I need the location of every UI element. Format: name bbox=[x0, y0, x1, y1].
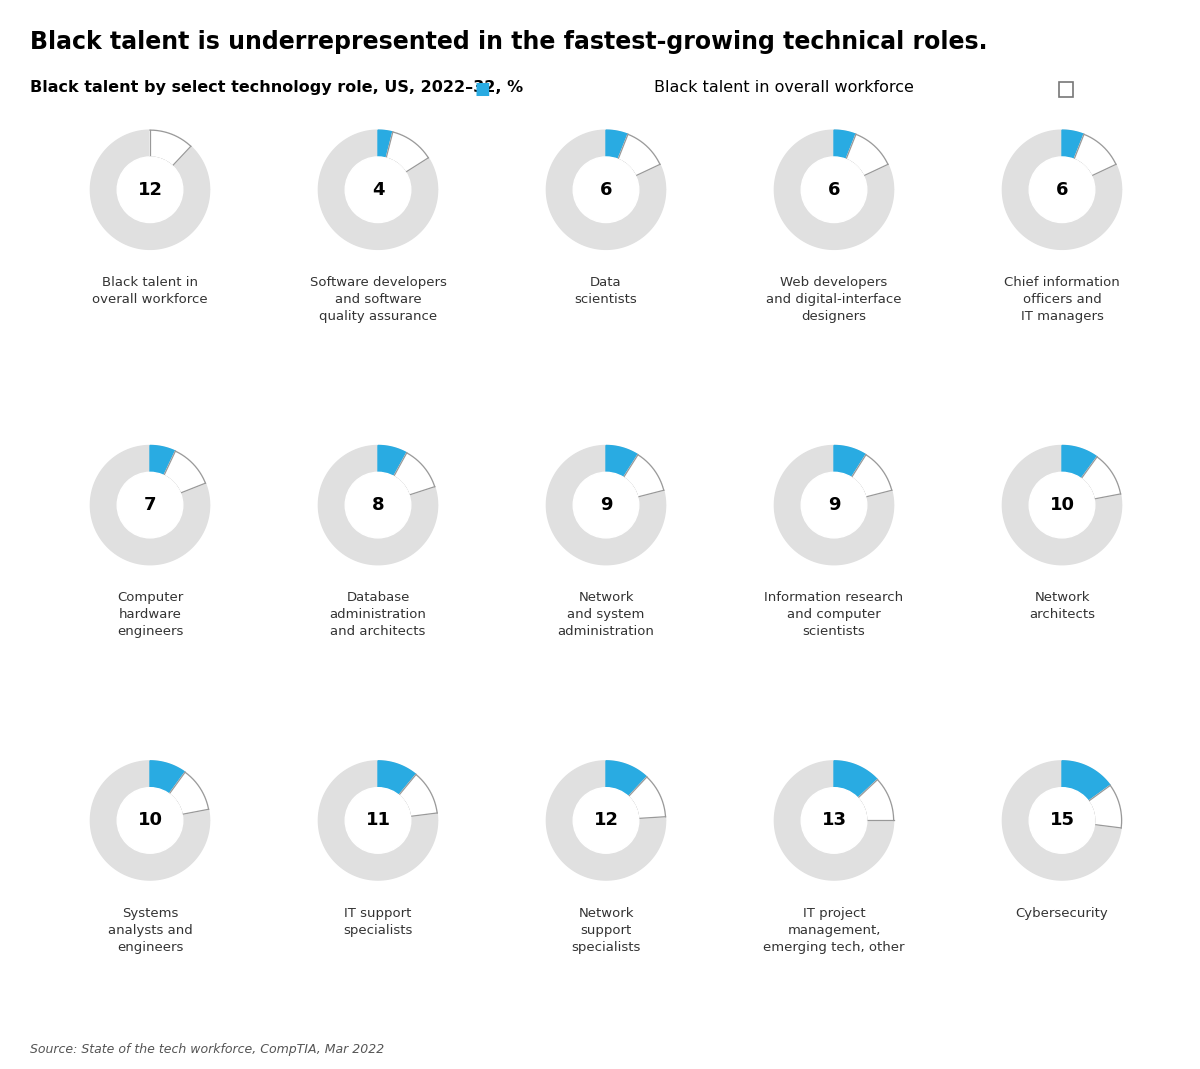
Text: 11: 11 bbox=[366, 811, 390, 830]
Text: Data
scientists: Data scientists bbox=[575, 276, 637, 306]
Polygon shape bbox=[834, 761, 877, 799]
Polygon shape bbox=[318, 446, 438, 564]
Polygon shape bbox=[834, 446, 866, 478]
Polygon shape bbox=[606, 446, 638, 478]
Circle shape bbox=[802, 157, 866, 222]
Polygon shape bbox=[1002, 446, 1122, 564]
Circle shape bbox=[346, 472, 410, 538]
Polygon shape bbox=[774, 761, 894, 880]
Text: Network
support
specialists: Network support specialists bbox=[571, 907, 641, 954]
Text: Computer
hardware
engineers: Computer hardware engineers bbox=[116, 591, 184, 638]
Polygon shape bbox=[1088, 786, 1122, 827]
Text: Black talent in
overall workforce: Black talent in overall workforce bbox=[92, 276, 208, 306]
Text: Chief information
officers and
IT managers: Chief information officers and IT manage… bbox=[1004, 276, 1120, 323]
Circle shape bbox=[346, 157, 410, 222]
Text: Systems
analysts and
engineers: Systems analysts and engineers bbox=[108, 907, 192, 954]
Circle shape bbox=[1030, 788, 1094, 853]
Circle shape bbox=[118, 157, 182, 222]
Text: 6: 6 bbox=[600, 181, 612, 199]
Circle shape bbox=[1030, 157, 1094, 222]
Text: 9: 9 bbox=[828, 496, 840, 514]
Polygon shape bbox=[546, 446, 666, 564]
Circle shape bbox=[574, 788, 638, 853]
Polygon shape bbox=[606, 130, 628, 159]
Polygon shape bbox=[318, 130, 438, 249]
Text: Information research
and computer
scientists: Information research and computer scient… bbox=[764, 591, 904, 638]
Polygon shape bbox=[1002, 761, 1122, 880]
Polygon shape bbox=[629, 777, 666, 819]
Polygon shape bbox=[90, 130, 210, 249]
Text: 7: 7 bbox=[144, 496, 156, 514]
Text: IT project
management,
emerging tech, other: IT project management, emerging tech, ot… bbox=[763, 907, 905, 954]
Text: Database
administration
and architects: Database administration and architects bbox=[330, 591, 426, 638]
Polygon shape bbox=[1074, 135, 1116, 175]
Polygon shape bbox=[378, 130, 392, 158]
Polygon shape bbox=[169, 772, 209, 815]
Polygon shape bbox=[1062, 761, 1110, 801]
Text: 12: 12 bbox=[138, 181, 162, 199]
Text: Cybersecurity: Cybersecurity bbox=[1015, 907, 1109, 919]
Text: 8: 8 bbox=[372, 496, 384, 514]
Text: 6: 6 bbox=[828, 181, 840, 199]
Text: 9: 9 bbox=[600, 496, 612, 514]
Text: 15: 15 bbox=[1050, 811, 1074, 830]
Text: Black talent in overall workforce: Black talent in overall workforce bbox=[654, 80, 914, 95]
Polygon shape bbox=[546, 130, 666, 249]
Text: IT support
specialists: IT support specialists bbox=[343, 907, 413, 936]
Text: Source: State of the tech workforce, CompTIA, Mar 2022: Source: State of the tech workforce, Com… bbox=[30, 1043, 384, 1056]
Polygon shape bbox=[1062, 130, 1084, 159]
Polygon shape bbox=[150, 446, 175, 476]
Polygon shape bbox=[164, 451, 205, 493]
Polygon shape bbox=[150, 130, 191, 166]
Text: 10: 10 bbox=[138, 811, 162, 830]
Polygon shape bbox=[834, 130, 856, 159]
Text: Black talent is underrepresented in the fastest-growing technical roles.: Black talent is underrepresented in the … bbox=[30, 30, 988, 53]
Circle shape bbox=[574, 157, 638, 222]
Polygon shape bbox=[1062, 446, 1097, 479]
Text: 13: 13 bbox=[822, 811, 846, 830]
Circle shape bbox=[802, 788, 866, 853]
Polygon shape bbox=[394, 453, 434, 495]
Polygon shape bbox=[846, 135, 888, 175]
Polygon shape bbox=[386, 131, 428, 172]
Polygon shape bbox=[618, 135, 660, 175]
Polygon shape bbox=[858, 779, 894, 821]
Text: Web developers
and digital-interface
designers: Web developers and digital-interface des… bbox=[767, 276, 901, 323]
Text: 10: 10 bbox=[1050, 496, 1074, 514]
Polygon shape bbox=[318, 761, 438, 880]
Polygon shape bbox=[90, 446, 210, 564]
Polygon shape bbox=[546, 761, 666, 880]
Text: Network
and system
administration: Network and system administration bbox=[558, 591, 654, 638]
Text: 4: 4 bbox=[372, 181, 384, 199]
Polygon shape bbox=[1081, 456, 1121, 499]
Polygon shape bbox=[90, 761, 210, 880]
Text: 6: 6 bbox=[1056, 181, 1068, 199]
Text: ■: ■ bbox=[474, 80, 490, 97]
Polygon shape bbox=[398, 775, 437, 817]
Polygon shape bbox=[774, 446, 894, 564]
Polygon shape bbox=[852, 454, 892, 497]
Circle shape bbox=[346, 788, 410, 853]
Circle shape bbox=[802, 472, 866, 538]
Polygon shape bbox=[606, 761, 647, 796]
Polygon shape bbox=[378, 446, 407, 477]
Circle shape bbox=[574, 472, 638, 538]
Text: Black talent by select technology role, US, 2022–32, %: Black talent by select technology role, … bbox=[30, 80, 534, 95]
Circle shape bbox=[118, 472, 182, 538]
Text: 12: 12 bbox=[594, 811, 618, 830]
Circle shape bbox=[118, 788, 182, 853]
Polygon shape bbox=[150, 761, 185, 794]
Polygon shape bbox=[378, 761, 416, 795]
Circle shape bbox=[1030, 472, 1094, 538]
Text: Software developers
and software
quality assurance: Software developers and software quality… bbox=[310, 276, 446, 323]
Polygon shape bbox=[624, 454, 664, 497]
Text: Network
architects: Network architects bbox=[1030, 591, 1096, 621]
Polygon shape bbox=[774, 130, 894, 249]
Polygon shape bbox=[1002, 130, 1122, 249]
